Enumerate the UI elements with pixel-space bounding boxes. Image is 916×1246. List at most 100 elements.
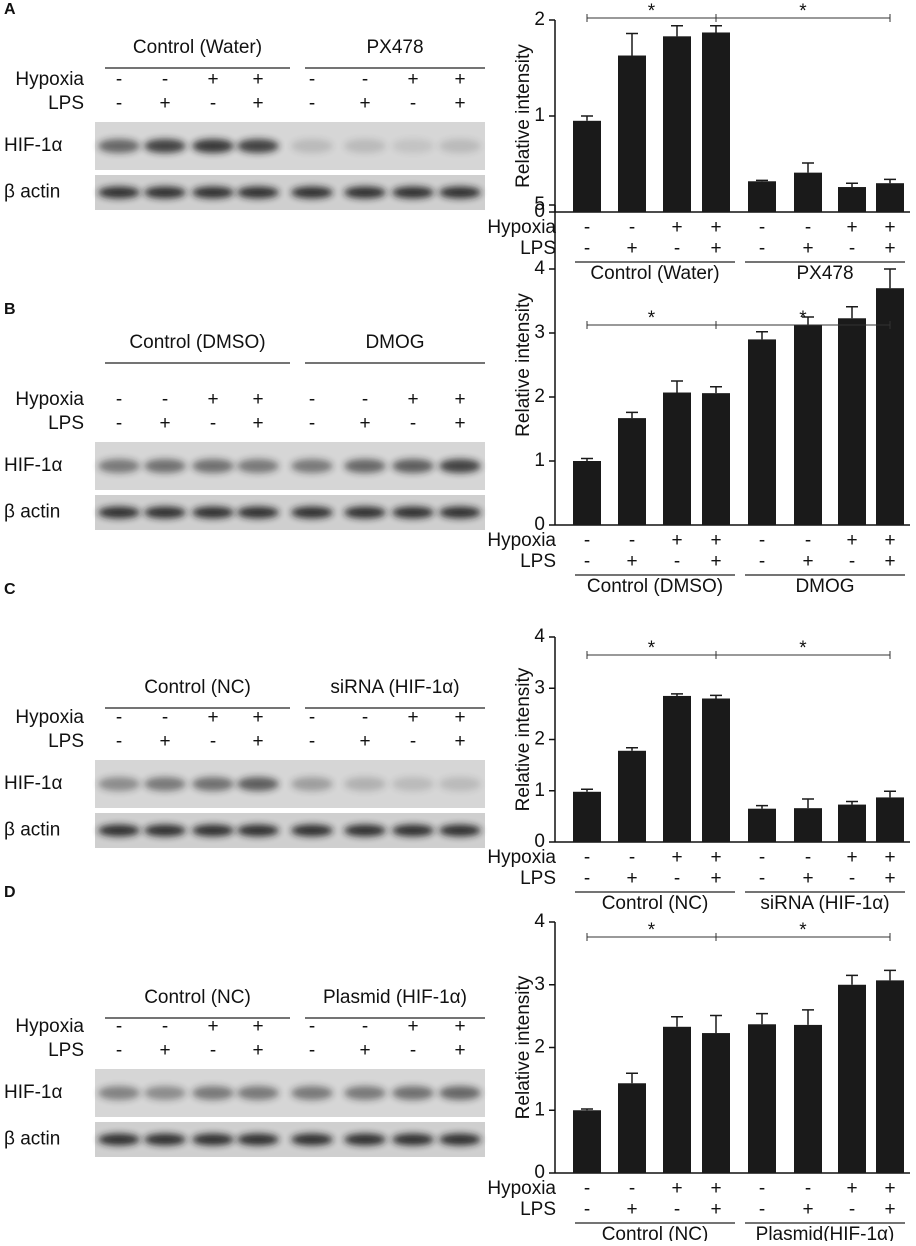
sign: - [410, 1040, 416, 1061]
error-bar [710, 1014, 722, 1034]
bar [876, 980, 904, 1173]
sign: - [849, 238, 855, 259]
sign: - [759, 1199, 765, 1220]
band [291, 824, 333, 837]
group-label: Plasmid(HIF-1α) [756, 1224, 895, 1241]
band-label: HIF-1α [4, 1082, 63, 1103]
group-label: DMOG [365, 332, 424, 353]
bar [702, 393, 730, 525]
sign: + [846, 217, 857, 238]
error-bar [626, 411, 638, 419]
sign: + [710, 217, 721, 238]
error-bar [581, 457, 593, 461]
sign: + [884, 238, 895, 259]
band [439, 1086, 481, 1100]
band [439, 824, 481, 837]
sign: + [407, 69, 418, 90]
bar [702, 698, 730, 842]
sign: - [674, 551, 680, 572]
sign: - [210, 93, 216, 114]
band [192, 1086, 234, 1100]
row-label: LPS [48, 731, 84, 752]
band [291, 777, 333, 791]
group-label: DMOG [795, 576, 854, 597]
sign: + [407, 1016, 418, 1037]
bar [748, 1024, 776, 1173]
sign: + [626, 868, 637, 889]
error-bar [884, 178, 896, 184]
sign: + [884, 1178, 895, 1199]
sign: - [362, 707, 368, 728]
band [98, 1133, 140, 1146]
bar [573, 1110, 601, 1173]
sign: - [162, 389, 168, 410]
sign: - [759, 847, 765, 868]
sign: - [210, 1040, 216, 1061]
bar [573, 120, 601, 212]
band [98, 186, 140, 199]
band [344, 459, 386, 473]
sign: + [207, 69, 218, 90]
y-tick-label: 1 [534, 780, 545, 801]
error-bar [884, 790, 896, 798]
error-bar [626, 746, 638, 751]
band [392, 1133, 434, 1146]
bar [702, 32, 730, 213]
sign: + [252, 389, 263, 410]
band [344, 1086, 386, 1100]
band [291, 1133, 333, 1146]
y-tick-label: 4 [534, 258, 545, 279]
sign: + [159, 93, 170, 114]
panel-letter: A [4, 1, 16, 18]
band [392, 777, 434, 791]
error-bar [846, 182, 858, 188]
band [291, 1086, 333, 1100]
bar [618, 1083, 646, 1173]
group-label: Control (DMSO) [587, 576, 723, 597]
sign: - [584, 847, 590, 868]
bar [794, 172, 822, 212]
bar [663, 1026, 691, 1173]
y-tick-label: 4 [534, 911, 545, 932]
sign: - [410, 731, 416, 752]
sign: + [802, 551, 813, 572]
significance-mark: * [648, 920, 656, 941]
sign: + [359, 1040, 370, 1061]
band [344, 186, 386, 199]
band [439, 506, 481, 519]
group-label: PX478 [796, 263, 853, 284]
sign: + [407, 707, 418, 728]
y-tick-label: 2 [534, 386, 545, 407]
bar [876, 797, 904, 842]
significance-bracket [715, 651, 891, 659]
sign: + [454, 707, 465, 728]
sign: - [162, 69, 168, 90]
y-axis-label: Relative intensity [513, 975, 534, 1119]
band [344, 824, 386, 837]
sign: - [116, 69, 122, 90]
sign: - [116, 707, 122, 728]
bar [663, 392, 691, 525]
band [392, 186, 434, 199]
error-bar [671, 693, 683, 696]
sign: + [626, 551, 637, 572]
band [392, 1086, 434, 1100]
error-bar [884, 268, 896, 289]
row-label: Hypoxia [15, 1016, 84, 1037]
sign: + [802, 868, 813, 889]
sign: - [309, 707, 315, 728]
band [98, 139, 140, 153]
row-label: LPS [48, 1040, 84, 1061]
y-tick-label: 0 [534, 201, 545, 222]
sign: + [710, 1199, 721, 1220]
sign: + [252, 1040, 263, 1061]
significance-mark: * [799, 1, 807, 22]
sign: - [759, 238, 765, 259]
bar [573, 791, 601, 842]
error-bar [710, 694, 722, 699]
sign: - [362, 389, 368, 410]
sign: - [584, 1178, 590, 1199]
sign: + [252, 413, 263, 434]
bar [794, 324, 822, 525]
